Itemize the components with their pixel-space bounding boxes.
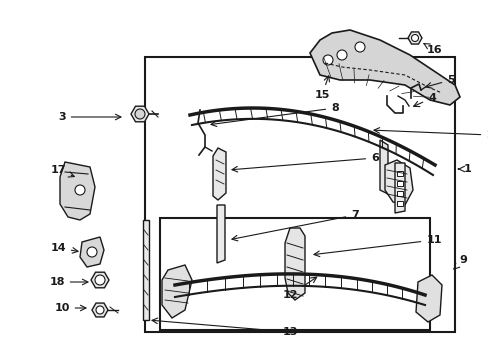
Polygon shape (394, 163, 404, 213)
Polygon shape (213, 148, 225, 200)
Circle shape (135, 109, 145, 119)
Bar (396, 191, 402, 196)
Bar (142, 220, 149, 320)
Polygon shape (217, 205, 224, 263)
Polygon shape (131, 106, 149, 122)
Text: 17: 17 (50, 165, 74, 177)
Polygon shape (379, 140, 399, 198)
Text: 11: 11 (313, 235, 441, 257)
Text: 16: 16 (423, 44, 442, 55)
Polygon shape (407, 32, 421, 44)
Circle shape (336, 50, 346, 60)
Text: 14: 14 (50, 243, 78, 253)
Polygon shape (309, 30, 459, 105)
Polygon shape (92, 303, 108, 317)
Polygon shape (91, 272, 109, 288)
Text: 18: 18 (49, 277, 88, 287)
Polygon shape (60, 162, 95, 220)
Bar (145, 57, 454, 332)
Polygon shape (80, 237, 104, 267)
Text: 12: 12 (282, 277, 316, 300)
Text: 1: 1 (458, 164, 471, 174)
Circle shape (411, 35, 418, 41)
Bar (396, 201, 402, 206)
Text: 3: 3 (58, 112, 121, 122)
Text: 2: 2 (373, 128, 488, 140)
Text: 8: 8 (210, 103, 338, 126)
Circle shape (323, 55, 332, 65)
Text: 13: 13 (152, 318, 297, 337)
Polygon shape (285, 228, 305, 300)
Circle shape (96, 306, 104, 314)
Polygon shape (384, 160, 412, 205)
Circle shape (95, 275, 105, 285)
Text: 10: 10 (54, 303, 86, 313)
Text: 15: 15 (314, 76, 329, 100)
Text: 5: 5 (425, 75, 454, 88)
Text: 6: 6 (231, 153, 378, 172)
Bar (160, 218, 429, 330)
Text: 9: 9 (453, 255, 466, 269)
Circle shape (75, 185, 85, 195)
Text: 4: 4 (413, 93, 435, 107)
Bar (396, 181, 402, 186)
Polygon shape (162, 265, 192, 318)
Polygon shape (415, 275, 441, 322)
Bar (396, 171, 402, 176)
Text: 7: 7 (231, 210, 358, 241)
Circle shape (354, 42, 364, 52)
Circle shape (87, 247, 97, 257)
